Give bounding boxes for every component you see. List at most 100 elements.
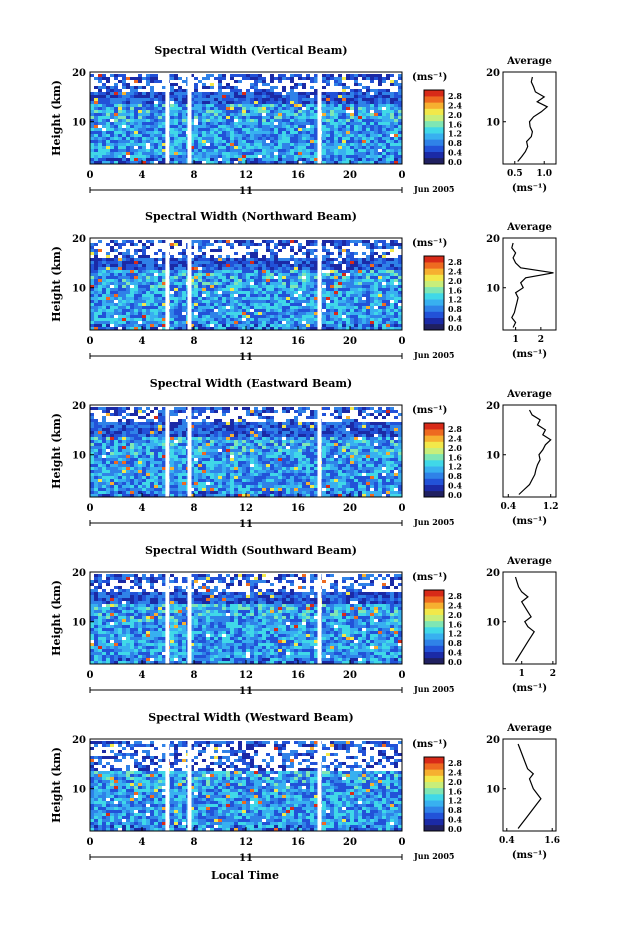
x-tick-label: 0 <box>87 503 94 514</box>
data-gap <box>165 405 170 497</box>
colorbar-segment <box>424 311 444 318</box>
colorbar-segment <box>424 775 444 782</box>
average-x-tick-label: 1.6 <box>544 836 560 846</box>
average-xlabel: (ms⁻¹) <box>512 850 547 861</box>
colorbar-tick-label: 2.0 <box>448 443 462 453</box>
colorbar-tick-label: 0.4 <box>448 648 462 658</box>
heatmap-field <box>90 741 402 831</box>
heatmap-field <box>90 574 402 664</box>
data-gap <box>187 572 192 664</box>
local-time-label: Local Time <box>211 869 279 882</box>
x-tick-label: 16 <box>291 336 305 347</box>
average-x-tick-label: 0.4 <box>499 836 515 846</box>
y-tick-label: 10 <box>72 284 86 295</box>
heatmap-field <box>90 240 402 330</box>
average-x-tick-label: 1.0 <box>536 169 552 179</box>
average-y-tick-label: 20 <box>486 568 500 579</box>
average-frame <box>502 738 557 832</box>
average-title: Average <box>506 389 552 400</box>
colorbar-segment <box>424 651 444 659</box>
colorbar-segment <box>424 794 444 801</box>
colorbar-tick-label: 1.6 <box>448 452 462 462</box>
colorbar-tick-label: 2.0 <box>448 276 462 286</box>
x-tick-label: 0 <box>87 837 94 848</box>
colorbar-segment <box>424 824 444 832</box>
average-y-tick-label: 10 <box>486 284 500 295</box>
x-tick-label: 20 <box>343 503 357 514</box>
colorbar-tick-label: 0.8 <box>448 138 462 148</box>
date-label: Jun 2005 <box>413 517 454 527</box>
data-gap <box>187 739 192 831</box>
colorbar-segment <box>424 812 444 819</box>
colorbar-segment <box>424 108 444 115</box>
average-title: Average <box>506 222 552 233</box>
colorbar-segment <box>424 256 444 263</box>
average-line <box>517 76 549 162</box>
colorbar-segment <box>424 133 444 140</box>
colorbar-segment <box>424 484 444 492</box>
colorbar-tick-label: 0.4 <box>448 481 462 491</box>
y-tick-label: 20 <box>72 234 86 245</box>
x-tick-label: 0 <box>87 336 94 347</box>
colorbar-frame <box>423 255 445 331</box>
colorbar-segment <box>424 781 444 789</box>
x-tick-label: 4 <box>139 837 146 848</box>
data-gap <box>165 238 170 330</box>
date-label: Jun 2005 <box>413 350 454 360</box>
colorbar-segment <box>424 590 444 597</box>
colorbar-segment <box>424 620 444 628</box>
x-tick-label: 4 <box>139 170 146 181</box>
colorbar-segment <box>424 447 444 455</box>
colorbar-tick-label: 2.0 <box>448 110 462 120</box>
colorbar-segment <box>424 299 444 306</box>
colorbar-tick-label: 0.0 <box>448 490 462 500</box>
average-x-tick-label: 0.5 <box>507 169 523 179</box>
average-x-tick-label: 1.2 <box>543 502 559 512</box>
panel-title: Spectral Width (Northward Beam) <box>145 210 357 223</box>
colorbar-tick-label: 1.2 <box>448 129 462 139</box>
colorbar-segment <box>424 441 444 448</box>
average-profile: Average 20 10 0.4 1.6 (ms⁻¹) <box>486 723 560 861</box>
x-tick-label: 12 <box>239 670 253 681</box>
x-tick-label: 0 <box>399 837 406 848</box>
average-y-tick-label: 20 <box>486 735 500 746</box>
data-gap <box>187 405 192 497</box>
colorbar-unit: (ms⁻¹) <box>412 238 447 249</box>
average-x-tick-label: 2 <box>550 669 556 679</box>
colorbar-tick-label: 1.6 <box>448 619 462 629</box>
x-tick-label: 8 <box>191 670 198 681</box>
colorbar-tick-label: 2.4 <box>448 767 462 777</box>
colorbar-tick-label: 2.4 <box>448 266 462 276</box>
colorbar-segment <box>424 602 444 609</box>
date-label: Jun 2005 <box>413 684 454 694</box>
colorbar-segment <box>424 145 444 152</box>
colorbar-segment <box>424 769 444 776</box>
colorbar-tick-label: 1.6 <box>448 786 462 796</box>
average-frame <box>502 237 557 331</box>
colorbar-segment <box>424 323 444 331</box>
colorbar-tick-label: 0.0 <box>448 657 462 667</box>
data-gap <box>187 238 192 330</box>
panel-2: Spectral Width (Northward Beam)0 4 8 12 16 20… <box>50 210 557 363</box>
day-label: 11 <box>239 853 253 864</box>
colorbar-segment <box>424 596 444 603</box>
colorbar-segment <box>424 645 444 652</box>
x-tick-label: 20 <box>343 336 357 347</box>
data-gap <box>317 739 322 831</box>
colorbar-segment <box>424 490 444 498</box>
colorbar-segment <box>424 305 444 312</box>
colorbar-segment <box>424 429 444 436</box>
average-x-tick-label: 0.4 <box>500 502 516 512</box>
heatmap-field <box>90 74 402 164</box>
colorbar-tick-label: 2.4 <box>448 100 462 110</box>
x-tick-label: 20 <box>343 170 357 181</box>
y-tick-label: 20 <box>72 401 86 412</box>
y-axis-label: Height (km) <box>50 413 63 489</box>
colorbar-tick-label: 0.8 <box>448 638 462 648</box>
colorbar-segment <box>424 787 444 795</box>
panel-5: Spectral Width (Westward Beam) 0 4 8 12 16 20 0… <box>50 711 560 864</box>
y-tick-label: 10 <box>72 618 86 629</box>
average-profile: Average 20 10 0.5 1.0 (ms⁻¹) <box>486 56 557 194</box>
x-tick-label: 4 <box>139 670 146 681</box>
colorbar-segment <box>424 657 444 665</box>
